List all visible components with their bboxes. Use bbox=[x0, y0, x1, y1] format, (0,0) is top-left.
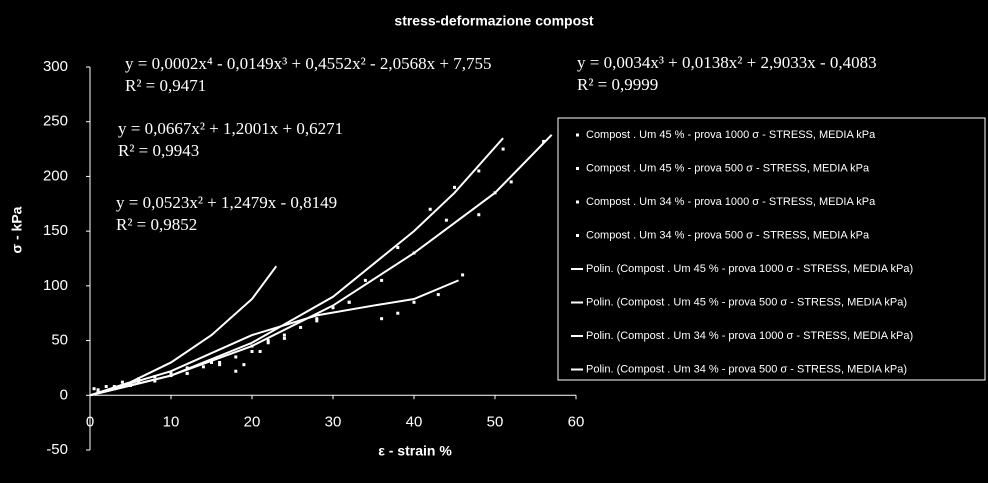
x-axis-title: ε - strain % bbox=[378, 443, 452, 459]
legend-marker bbox=[576, 133, 579, 137]
y-tick-label: 200 bbox=[43, 167, 68, 184]
data-point bbox=[242, 363, 246, 367]
data-point bbox=[282, 336, 286, 340]
data-point bbox=[542, 139, 546, 143]
data-point bbox=[428, 207, 432, 211]
data-point bbox=[396, 311, 400, 315]
x-tick-label: 20 bbox=[244, 413, 261, 430]
trendline bbox=[89, 137, 504, 397]
trendline-equation: R² = 0,9943 bbox=[118, 141, 199, 160]
data-point bbox=[266, 341, 270, 345]
data-point bbox=[234, 355, 238, 359]
data-point bbox=[363, 278, 367, 282]
legend-label: Compost . Um 34 % - prova 500 σ - STRESS… bbox=[586, 229, 870, 241]
data-point bbox=[509, 180, 513, 184]
data-point bbox=[299, 325, 303, 329]
y-axis-title: σ - kPa bbox=[9, 206, 25, 253]
data-point bbox=[453, 185, 456, 189]
trendline-equation: y = 0,0034x³ + 0,0138x² + 2,9033x - 0,40… bbox=[577, 53, 877, 72]
legend-label: Polin. (Compost . Um 34 % - prova 1000 σ… bbox=[586, 330, 913, 342]
x-tick-label: 30 bbox=[325, 413, 342, 430]
data-point bbox=[201, 365, 205, 369]
data-point bbox=[120, 380, 124, 384]
trendline-equation: y = 0,0002x⁴ - 0,0149x³ + 0,4552x² - 2,0… bbox=[125, 54, 491, 73]
data-point bbox=[315, 319, 319, 323]
data-point bbox=[266, 339, 270, 343]
data-point bbox=[461, 273, 465, 277]
data-point bbox=[185, 371, 189, 375]
legend-label: Polin. (Compost . Um 34 % - prova 500 σ … bbox=[586, 363, 907, 375]
x-tick-label: 40 bbox=[406, 413, 423, 430]
y-tick-label: 50 bbox=[51, 332, 68, 349]
data-point bbox=[444, 218, 448, 222]
legend-marker bbox=[576, 234, 579, 237]
chart-title: stress-deformazione compost bbox=[394, 13, 593, 29]
data-point bbox=[477, 213, 481, 217]
legend-label: Compost . Um 45 % - prova 1000 σ - STRES… bbox=[586, 129, 876, 141]
data-point bbox=[477, 169, 481, 173]
data-point bbox=[412, 300, 416, 304]
data-point bbox=[185, 366, 189, 370]
trendline-equation: y = 0,0523x² + 1,2479x - 0,8149 bbox=[116, 193, 337, 212]
y-tick-label: 150 bbox=[43, 222, 68, 239]
y-tick-label: 100 bbox=[43, 277, 68, 294]
data-point bbox=[169, 371, 173, 375]
data-point bbox=[218, 360, 222, 364]
data-point bbox=[258, 350, 262, 354]
x-tick-label: 60 bbox=[568, 413, 585, 430]
trendline bbox=[89, 279, 459, 397]
x-tick-label: 0 bbox=[86, 413, 94, 430]
x-tick-label: 10 bbox=[163, 413, 180, 430]
trendline-equation: R² = 0,9471 bbox=[125, 76, 206, 95]
x-tick-label: 50 bbox=[487, 413, 504, 430]
data-point bbox=[210, 360, 213, 364]
trendline bbox=[89, 134, 553, 397]
trendline-equation: R² = 0,9852 bbox=[116, 215, 197, 234]
legend-marker bbox=[576, 167, 579, 170]
trendline-equation: R² = 0,9999 bbox=[577, 75, 658, 94]
legend-label: Compost . Um 45 % - prova 500 σ - STRESS… bbox=[586, 162, 870, 174]
legend-box bbox=[557, 117, 986, 381]
data-point bbox=[250, 350, 254, 354]
y-tick-label: 300 bbox=[43, 58, 68, 75]
data-point bbox=[234, 369, 238, 373]
legend-marker bbox=[576, 200, 579, 204]
data-point bbox=[501, 147, 505, 151]
data-point bbox=[104, 385, 108, 389]
legend-label: Polin. (Compost . Um 45 % - prova 1000 σ… bbox=[586, 263, 913, 275]
data-point bbox=[92, 387, 96, 391]
trendline-equation: y = 0,0667x² + 1,2001x + 0,6271 bbox=[118, 119, 343, 138]
data-point bbox=[380, 278, 384, 282]
data-point bbox=[315, 317, 319, 321]
data-point bbox=[436, 293, 440, 297]
data-point bbox=[218, 363, 222, 367]
legend-label: Polin. (Compost . Um 45 % - prova 500 σ … bbox=[586, 296, 907, 308]
data-point bbox=[137, 380, 141, 384]
data-point bbox=[96, 388, 100, 392]
data-point bbox=[331, 306, 335, 310]
data-point bbox=[380, 317, 384, 321]
y-tick-label: -50 bbox=[46, 441, 68, 458]
data-point bbox=[347, 300, 351, 304]
data-point bbox=[282, 333, 286, 337]
y-tick-label: 250 bbox=[43, 113, 68, 130]
legend-label: Compost . Um 34 % - prova 1000 σ - STRES… bbox=[586, 196, 876, 208]
trendline bbox=[89, 265, 278, 397]
y-tick-label: 0 bbox=[60, 386, 68, 403]
data-point bbox=[396, 246, 400, 250]
